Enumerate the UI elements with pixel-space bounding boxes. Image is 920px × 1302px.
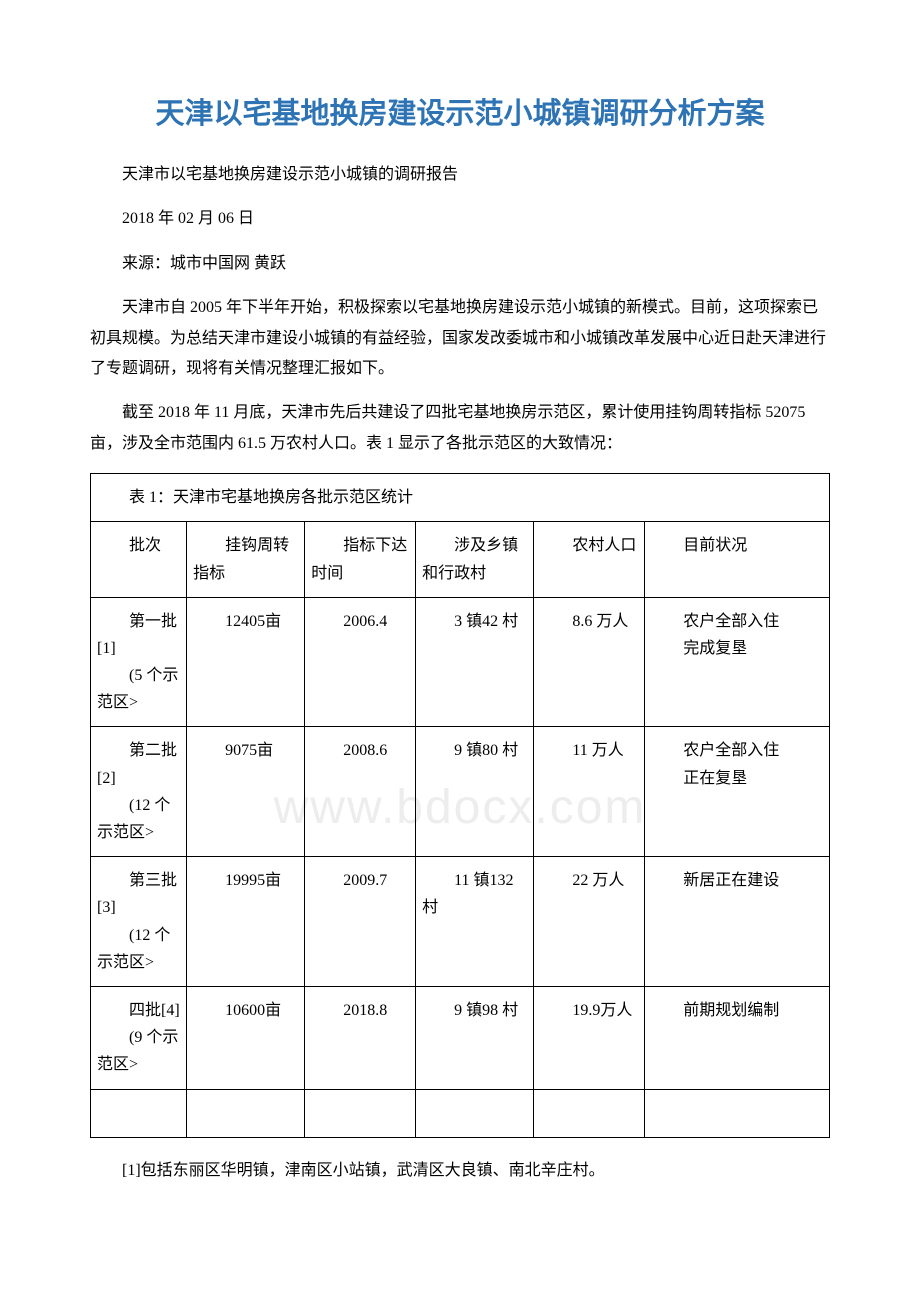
source-line: 来源：城市中国网 黄跃 xyxy=(90,249,830,279)
batch-label-a: 第一批[1] xyxy=(97,608,180,662)
table-row: 第二批[2] (12 个示范区> 9075亩 2008.6 9 镇80 村 11… xyxy=(91,727,830,857)
cell-towns: 11 镇132 村 xyxy=(416,857,534,987)
header-towns: 涉及乡镇和行政村 xyxy=(416,522,534,597)
batch-label-b: (12 个示范区> xyxy=(97,922,180,976)
cell-indicator: 9075亩 xyxy=(187,727,305,857)
empty-cell xyxy=(645,1089,830,1137)
cell-indicator: 12405亩 xyxy=(187,597,305,727)
cell-time: 2018.8 xyxy=(305,986,416,1089)
empty-cell xyxy=(91,1089,187,1137)
intro-paragraph-2: 截至 2018 年 11 月底，天津市先后共建设了四批宅基地换房示范区，累计使用… xyxy=(90,398,830,459)
statistics-table: 表 1：天津市宅基地换房各批示范区统计 批次 挂钩周转指标 指标下达时间 涉及乡… xyxy=(90,473,830,1138)
header-time: 指标下达时间 xyxy=(305,522,416,597)
status-b: 完成复垦 xyxy=(651,635,823,662)
footnote-1: [1]包括东丽区华明镇，津南区小站镇，武清区大良镇、南北辛庄村。 xyxy=(90,1156,830,1186)
header-status: 目前状况 xyxy=(645,522,830,597)
table-caption: 表 1：天津市宅基地换房各批示范区统计 xyxy=(91,474,830,522)
cell-status: 农户全部入住 正在复垦 xyxy=(645,727,830,857)
status-a: 新居正在建设 xyxy=(651,867,823,894)
cell-towns: 3 镇42 村 xyxy=(416,597,534,727)
status-a: 农户全部入住 xyxy=(651,737,823,764)
document-title: 天津以宅基地换房建设示范小城镇调研分析方案 xyxy=(90,90,830,132)
subtitle: 天津市以宅基地换房建设示范小城镇的调研报告 xyxy=(90,160,830,190)
header-batch: 批次 xyxy=(91,522,187,597)
table-row: 四批[4] (9 个示范区> 10600亩 2018.8 9 镇98 村 19.… xyxy=(91,986,830,1089)
empty-cell xyxy=(416,1089,534,1137)
cell-towns: 9 镇98 村 xyxy=(416,986,534,1089)
table-row: 第一批[1] (5 个示范区> 12405亩 2006.4 3 镇42 村 8.… xyxy=(91,597,830,727)
date-line: 2018 年 02 月 06 日 xyxy=(90,204,830,234)
status-a: 农户全部入住 xyxy=(651,608,823,635)
status-a: 前期规划编制 xyxy=(651,997,823,1024)
cell-indicator: 19995亩 xyxy=(187,857,305,987)
batch-label-a: 四批[4] xyxy=(97,997,180,1024)
intro-paragraph-1: 天津市自 2005 年下半年开始，积极探索以宅基地换房建设示范小城镇的新模式。目… xyxy=(90,293,830,384)
empty-cell xyxy=(305,1089,416,1137)
status-b: 正在复垦 xyxy=(651,765,823,792)
table-row: 第三批[3] (12 个示范区> 19995亩 2009.7 11 镇132 村… xyxy=(91,857,830,987)
batch-label-b: (5 个示范区> xyxy=(97,662,180,716)
cell-time: 2006.4 xyxy=(305,597,416,727)
cell-status: 新居正在建设 xyxy=(645,857,830,987)
batch-label-a: 第三批[3] xyxy=(97,867,180,921)
table-header-row: 批次 挂钩周转指标 指标下达时间 涉及乡镇和行政村 农村人口 目前状况 xyxy=(91,522,830,597)
batch-label-a: 第二批[2] xyxy=(97,737,180,791)
cell-batch: 第三批[3] (12 个示范区> xyxy=(91,857,187,987)
cell-pop: 22 万人 xyxy=(534,857,645,987)
cell-batch: 第一批[1] (5 个示范区> xyxy=(91,597,187,727)
header-pop: 农村人口 xyxy=(534,522,645,597)
batch-label-b: (12 个示范区> xyxy=(97,792,180,846)
cell-towns: 9 镇80 村 xyxy=(416,727,534,857)
header-indicator: 挂钩周转指标 xyxy=(187,522,305,597)
empty-cell xyxy=(534,1089,645,1137)
cell-pop: 11 万人 xyxy=(534,727,645,857)
table-caption-row: 表 1：天津市宅基地换房各批示范区统计 xyxy=(91,474,830,522)
cell-status: 农户全部入住 完成复垦 xyxy=(645,597,830,727)
table-empty-row xyxy=(91,1089,830,1137)
cell-batch: 四批[4] (9 个示范区> xyxy=(91,986,187,1089)
cell-time: 2008.6 xyxy=(305,727,416,857)
cell-indicator: 10600亩 xyxy=(187,986,305,1089)
cell-batch: 第二批[2] (12 个示范区> xyxy=(91,727,187,857)
cell-status: 前期规划编制 xyxy=(645,986,830,1089)
empty-cell xyxy=(187,1089,305,1137)
cell-time: 2009.7 xyxy=(305,857,416,987)
cell-pop: 19.9万人 xyxy=(534,986,645,1089)
batch-label-b: (9 个示范区> xyxy=(97,1024,180,1078)
cell-pop: 8.6 万人 xyxy=(534,597,645,727)
